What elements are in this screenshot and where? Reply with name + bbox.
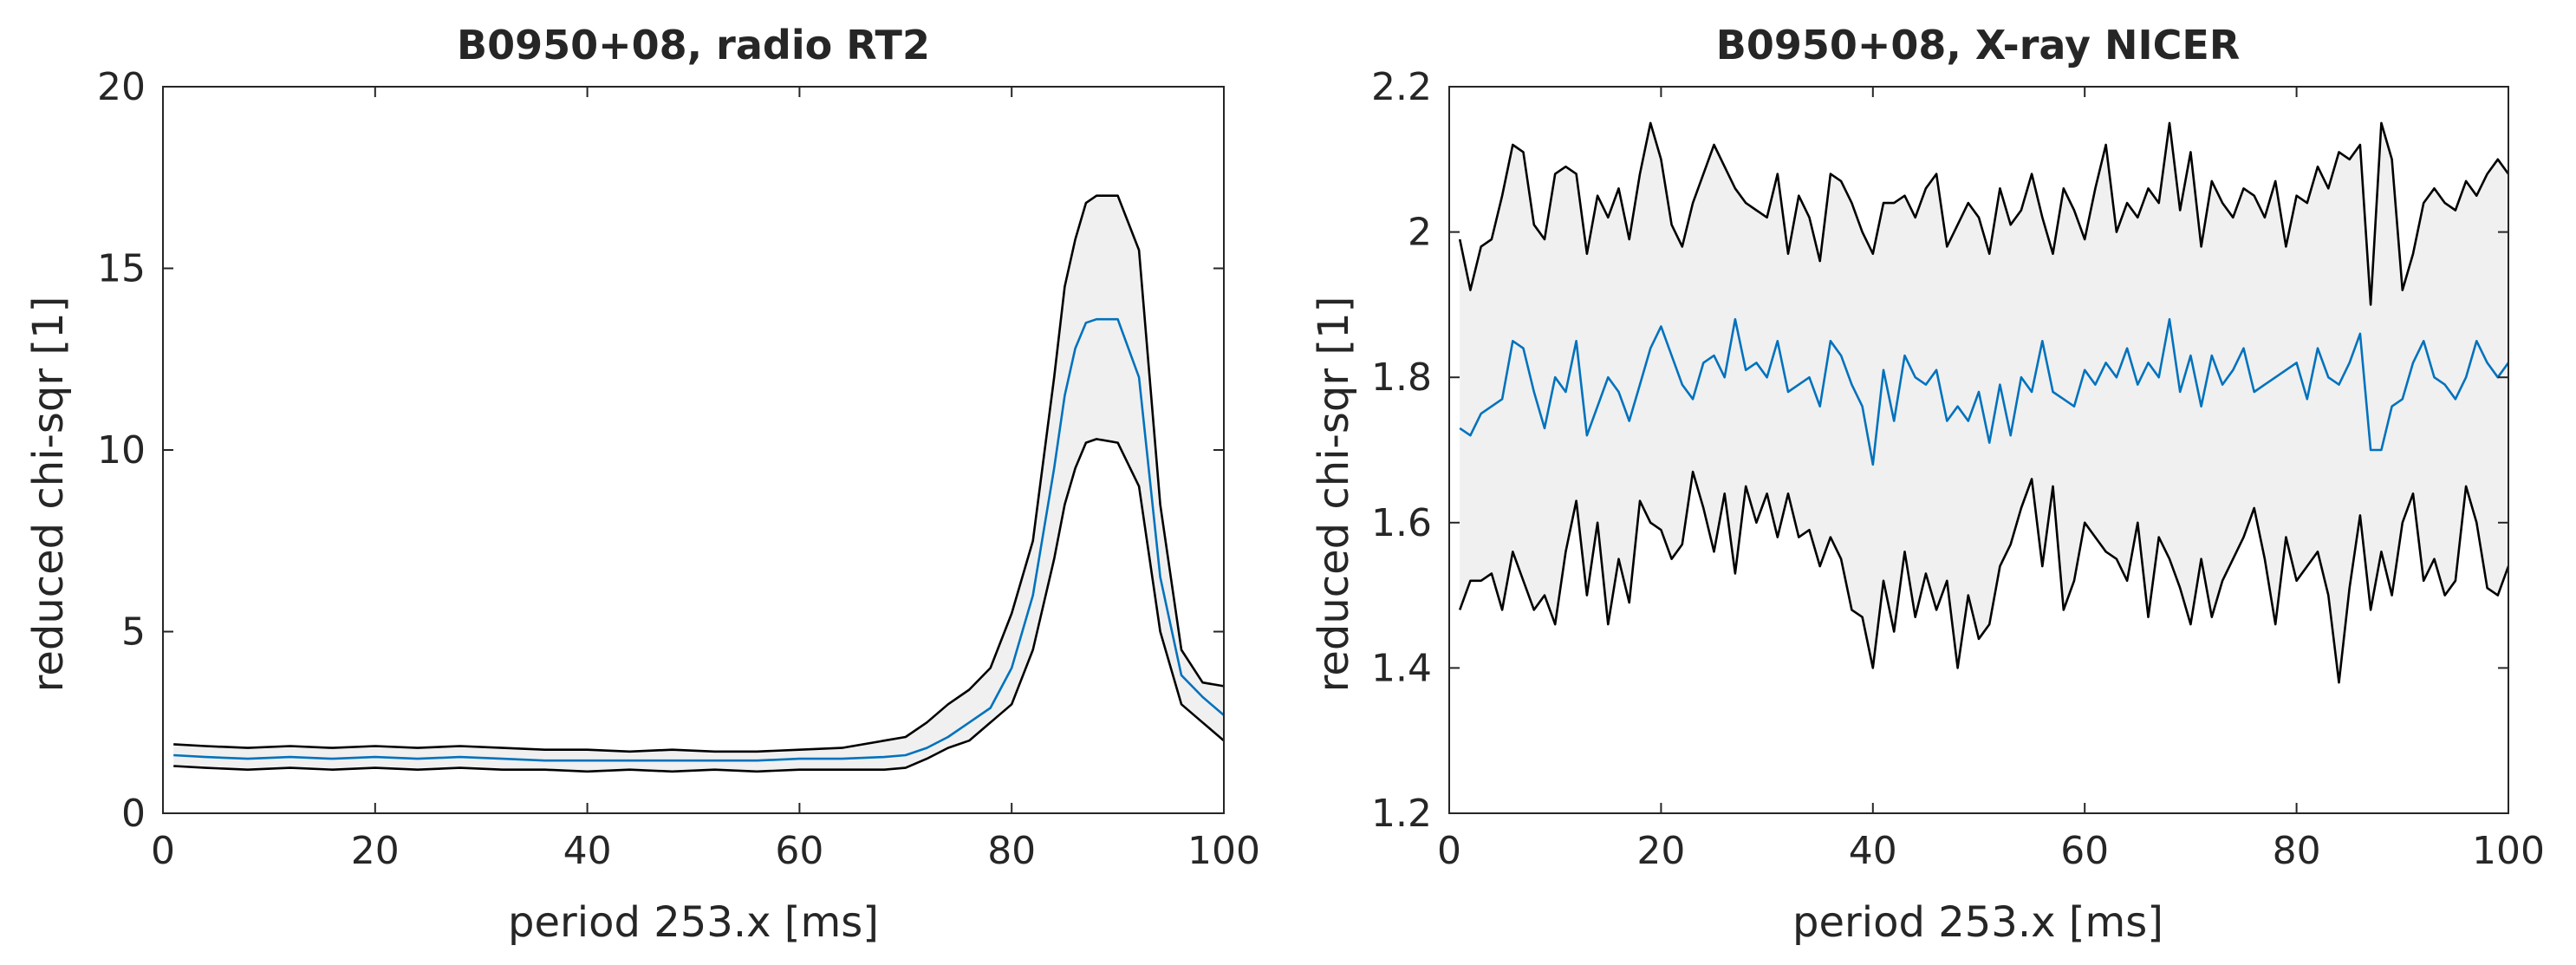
xray-chart-title: B0950+08, X-ray NICER xyxy=(1716,22,2240,68)
xray-envelope-band xyxy=(1460,122,2508,683)
xray-x-tick-label: 40 xyxy=(1849,829,1897,873)
xray-y-tick-label: 1.6 xyxy=(1371,501,1432,545)
radio-x-tick-label: 80 xyxy=(987,829,1036,873)
radio-y-tick-label: 20 xyxy=(97,65,146,109)
xray-series-lower-line xyxy=(1458,470,2510,684)
radio-x-tick-label: 40 xyxy=(563,829,612,873)
radio-chart-plot-area: 0 20 40 60 80 100 0 5 10 15 20 xyxy=(97,65,1260,873)
radio-x-tick-label: 20 xyxy=(351,829,400,873)
radio-envelope-band xyxy=(173,195,1225,772)
xray-y-tick-label: 1.8 xyxy=(1371,355,1432,400)
radio-y-tick-label: 10 xyxy=(97,428,146,473)
radio-x-tick-label: 60 xyxy=(775,829,823,873)
xray-series-mean-line xyxy=(1459,317,2510,466)
radio-series-lower-line xyxy=(173,438,1225,773)
xray-x-tick-label: 60 xyxy=(2060,829,2109,873)
radio-y-tick-label: 5 xyxy=(121,610,146,655)
xray-x-tick-label: 100 xyxy=(2472,829,2545,873)
xray-x-tick-label: 20 xyxy=(1636,829,1685,873)
xray-y-tick-label: 1.2 xyxy=(1371,792,1432,836)
xray-axes-box xyxy=(1448,86,2509,814)
xray-y-tick-label: 2 xyxy=(1408,211,1432,255)
xray-chart-xlabel: period 253.x [ms] xyxy=(1792,898,2163,947)
radio-series-mean-line xyxy=(173,317,1225,762)
radio-chart-xlabel: period 253.x [ms] xyxy=(508,898,879,947)
xray-chart-plot-area: 0 20 40 60 80 100 1.2 1.4 1.6 1.8 2 2.2 xyxy=(1371,65,2545,873)
radio-series-upper-line xyxy=(173,194,1225,753)
xray-chart: B0950+08, X-ray NICER period 253.x [ms] … xyxy=(1310,22,2545,947)
xray-x-tick-label: 80 xyxy=(2273,829,2321,873)
radio-x-tick-label: 100 xyxy=(1187,829,1260,873)
radio-chart: B0950+08, radio RT2 period 253.x [ms] re… xyxy=(24,22,1260,947)
radio-y-tick-label: 0 xyxy=(121,792,146,836)
xray-y-tick-label: 2.2 xyxy=(1371,65,1432,109)
xray-series-upper-line xyxy=(1458,121,2510,306)
radio-x-tick-label: 0 xyxy=(151,829,175,873)
xray-chart-ylabel: reduced chi-sqr [1] xyxy=(1310,297,1358,693)
xray-x-tick-label: 0 xyxy=(1437,829,1461,873)
xray-y-tick-label: 1.4 xyxy=(1371,646,1432,690)
radio-y-tick-label: 15 xyxy=(97,247,146,291)
radio-chart-ylabel: reduced chi-sqr [1] xyxy=(24,297,73,693)
radio-chart-title: B0950+08, radio RT2 xyxy=(457,22,930,68)
